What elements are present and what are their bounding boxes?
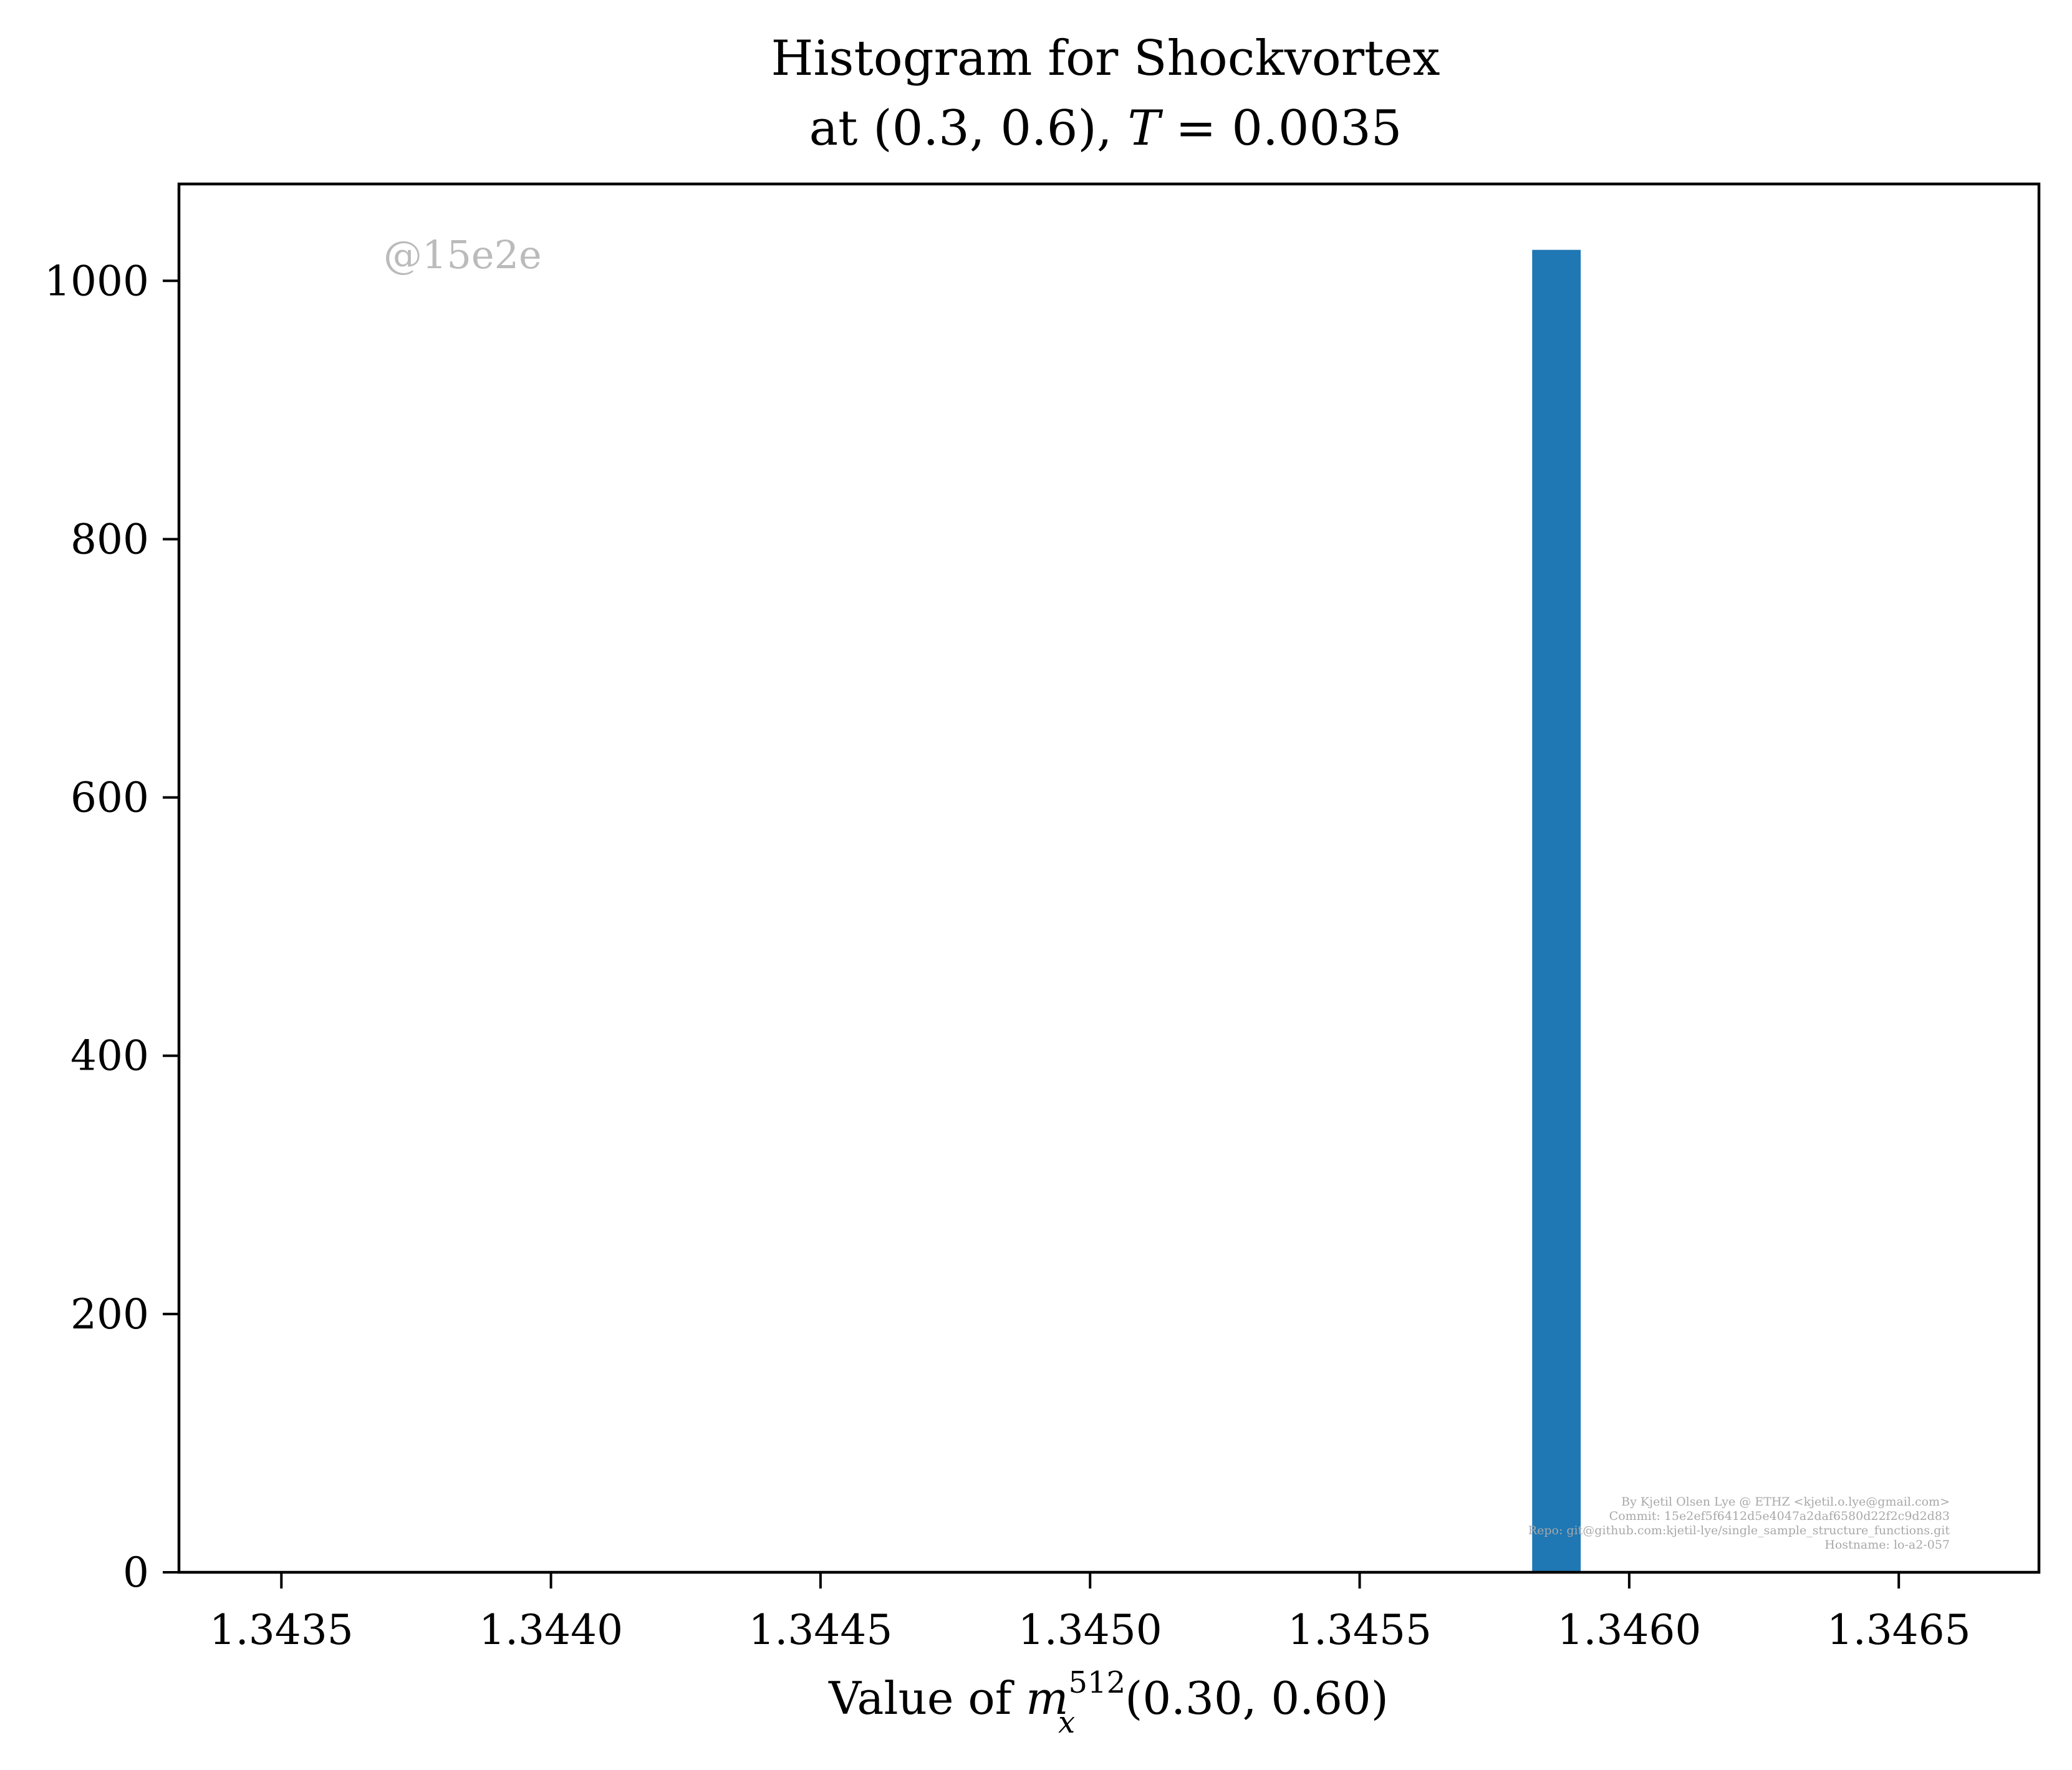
title-line2-prefix: at (0.3, 0.6), — [809, 100, 1128, 157]
x-tick-label: 1.3455 — [1288, 1606, 1432, 1654]
bars-layer — [1532, 249, 1581, 1573]
footer-line: Hostname: lo-a2-057 — [1824, 1538, 1950, 1552]
xlabel-variable: m — [1026, 1672, 1068, 1724]
histogram-bar-0 — [1532, 249, 1581, 1573]
x-axis-ticks: 1.3435 1.3440 1.3445 1.3450 1.3455 1.3460 1.34… — [210, 1572, 1971, 1654]
x-tick-label: 1.3460 — [1557, 1606, 1701, 1654]
x-tick-label: 1.3465 — [1827, 1606, 1971, 1654]
x-axis-label: Value of m512 x (0.30, 0.60) — [828, 1665, 1389, 1740]
footer-line: By Kjetil Olsen Lye @ ETHZ <kjetil.o.lye… — [1621, 1495, 1950, 1509]
x-tick-label: 1.3450 — [1018, 1606, 1162, 1654]
chart-title-line2: at (0.3, 0.6), T = 0.0035 — [809, 100, 1402, 157]
plot-frame — [177, 182, 2041, 1574]
chart-title-line1: Histogram for Shockvortex — [771, 31, 1440, 87]
y-tick-label: 800 — [70, 515, 149, 563]
x-tick-label: 1.3445 — [748, 1606, 892, 1654]
y-axis-ticks: 0 200 400 600 800 1000 — [44, 257, 179, 1597]
xlabel-superscript: 512 — [1069, 1665, 1126, 1700]
x-tick-label: 1.3435 — [210, 1606, 354, 1654]
xlabel-suffix: (0.30, 0.60) — [1125, 1672, 1389, 1724]
footer-line: Commit: 15e2ef5f6412d5e4047a2daf6580d22f… — [1609, 1509, 1950, 1523]
y-tick-label: 400 — [70, 1032, 149, 1080]
xlabel-subscript: x — [1058, 1705, 1075, 1740]
footer-line: Repo: git@github.com:kjetil-lye/single_s… — [1528, 1524, 1950, 1537]
watermark: @15e2e — [383, 232, 542, 278]
x-tick-label: 1.3440 — [479, 1606, 623, 1654]
footer-info: By Kjetil Olsen Lye @ ETHZ <kjetil.o.lye… — [1528, 1495, 1950, 1552]
title-line2-suffix: = 0.0035 — [1160, 100, 1402, 157]
y-tick-label: 0 — [123, 1549, 149, 1597]
y-tick-label: 1000 — [44, 257, 149, 305]
xlabel-prefix: Value of — [828, 1672, 1026, 1724]
y-tick-label: 200 — [70, 1290, 149, 1338]
title-line2-variable: T — [1127, 100, 1163, 157]
y-tick-label: 600 — [70, 774, 149, 822]
